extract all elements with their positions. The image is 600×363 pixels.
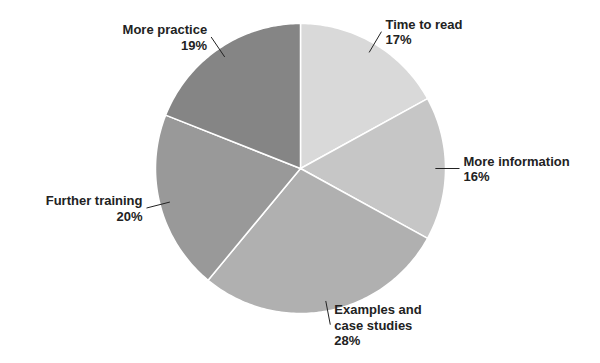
svg-text:More information16%: More information16%: [464, 154, 570, 185]
svg-text:More practice19%: More practice19%: [123, 22, 208, 53]
svg-text:Time to read17%: Time to read17%: [385, 17, 462, 48]
svg-text:Examples andcase studies28%: Examples andcase studies28%: [334, 302, 421, 348]
svg-text:Further training20%: Further training20%: [46, 193, 143, 224]
